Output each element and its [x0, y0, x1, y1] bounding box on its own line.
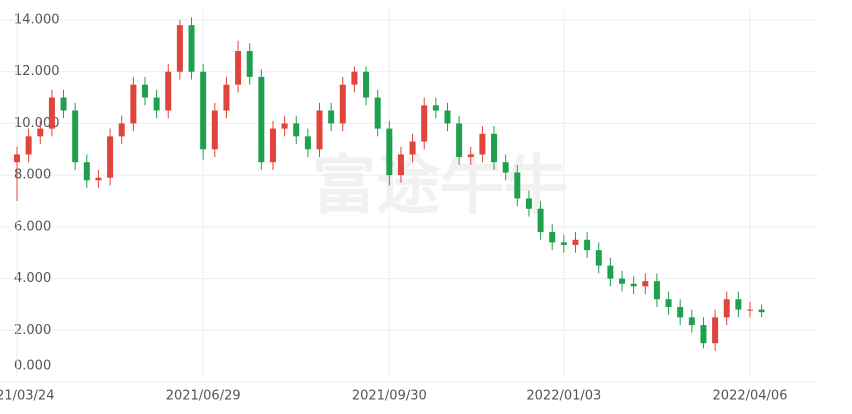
y-tick-label: 6.000 [14, 219, 51, 234]
candle-body [747, 309, 754, 311]
candle-body [72, 110, 79, 163]
candle-body [141, 84, 148, 98]
candle-body [351, 71, 358, 85]
candle-body [514, 172, 521, 199]
candle-body [153, 97, 160, 111]
candle-body [95, 177, 102, 181]
candle-body [549, 232, 556, 243]
x-tick-label: 2022/01/03 [526, 389, 601, 404]
candle-body [339, 84, 346, 124]
candle-body [363, 71, 370, 98]
candle-body [14, 154, 20, 163]
candle-body [712, 317, 719, 344]
y-tick-label: 4.000 [14, 271, 51, 286]
candle-body [723, 299, 730, 318]
x-tick-label: 2021/03/24 [0, 389, 54, 404]
candle-body [316, 110, 323, 150]
candle-body [619, 278, 626, 284]
candle-body [235, 51, 242, 85]
x-tick-label: 2022/04/06 [713, 389, 788, 404]
candle-body [642, 281, 649, 287]
candle-body [421, 105, 428, 142]
candle-body [328, 110, 335, 124]
y-tick-label: 10.000 [14, 116, 60, 131]
y-tick-label: 12.000 [14, 64, 60, 79]
candle-body [293, 123, 300, 137]
candle-body [188, 25, 195, 72]
candle-body [397, 154, 404, 176]
candle-body [107, 136, 114, 178]
candle-body [572, 239, 579, 245]
candle-body [758, 309, 765, 313]
candle-body [735, 299, 742, 310]
candle-body [25, 136, 32, 155]
candle-body [432, 105, 439, 111]
candle-body [456, 123, 463, 158]
candle-body [444, 110, 451, 124]
candle-body [269, 128, 276, 163]
candle-body [700, 325, 707, 344]
candle-body [374, 97, 381, 129]
candle-body [525, 198, 532, 209]
candle-body [584, 239, 591, 251]
candle-body [409, 141, 416, 155]
candle-body [386, 128, 393, 176]
x-tick-label: 2021/06/29 [166, 389, 241, 404]
candle-body [630, 283, 637, 287]
candle-body [560, 242, 567, 245]
candle-body [48, 97, 55, 129]
candle-body [281, 123, 288, 129]
candle-body [118, 123, 125, 137]
candle-body [607, 265, 614, 279]
y-tick-label: 14.000 [14, 13, 60, 28]
candle-body [130, 84, 137, 124]
y-tick-label: 8.000 [14, 168, 51, 183]
candle-body [60, 97, 67, 111]
candle-body [200, 71, 207, 150]
candle-body [502, 162, 509, 173]
candle-body [491, 133, 498, 163]
x-tick-label: 2021/09/30 [352, 389, 427, 404]
candle-body [677, 307, 684, 318]
candle-body [665, 299, 672, 308]
candle-body [37, 128, 44, 137]
candle-body [223, 84, 230, 111]
candle-body [83, 162, 90, 181]
candle-body [165, 71, 172, 111]
candle-body [467, 154, 474, 158]
candle-body [176, 25, 183, 72]
candle-body [304, 136, 311, 150]
y-tick-label: 2.000 [14, 323, 51, 338]
candle-body [479, 133, 486, 155]
candle-body [537, 208, 544, 233]
candle-body [246, 51, 253, 77]
candle-body [258, 76, 265, 163]
candle-body [688, 317, 695, 326]
candle-body [595, 250, 602, 266]
candle-body [211, 110, 218, 150]
candle-body [653, 281, 660, 300]
y-tick-label: 0.000 [14, 359, 51, 374]
watermark: 富途牛牛 [312, 150, 568, 224]
